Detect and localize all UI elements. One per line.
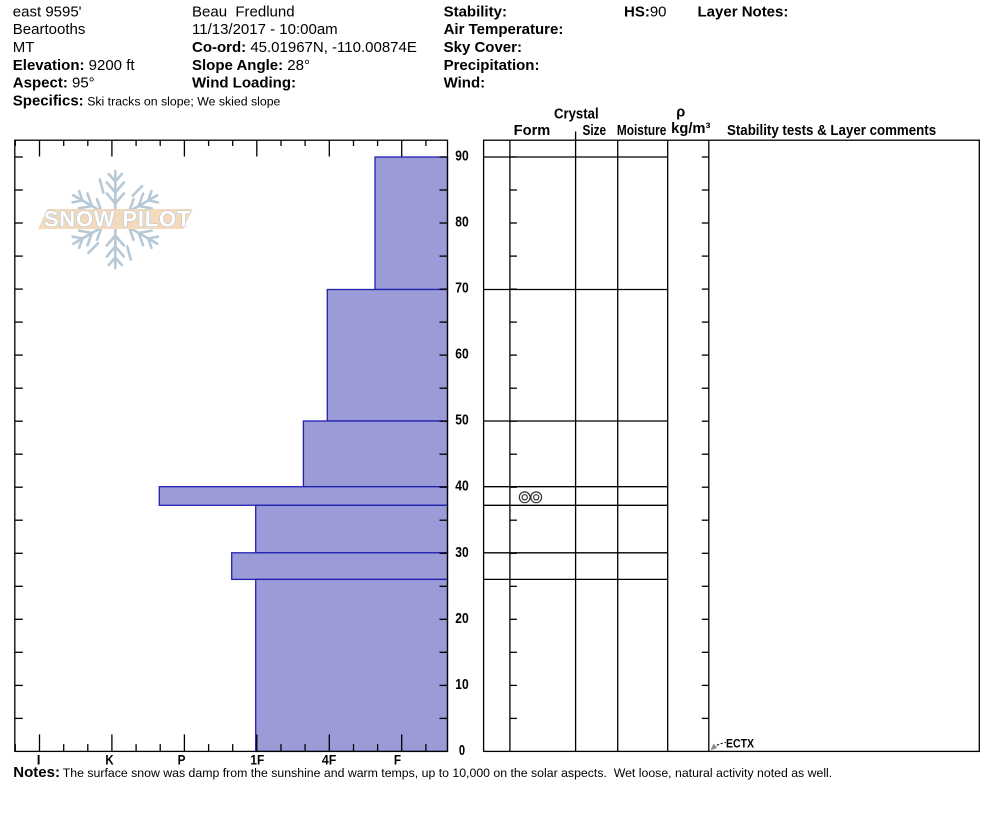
svg-text:Layer Notes:: Layer Notes: (698, 3, 789, 20)
svg-text:Elevation: 9200 ft: Elevation: 9200 ft (13, 57, 136, 74)
svg-text:Slope Angle: 28°: Slope Angle: 28° (192, 57, 310, 74)
svg-text:Stability tests & Layer commen: Stability tests & Layer comments (727, 123, 936, 139)
svg-text:Precipitation:: Precipitation: (444, 57, 540, 74)
svg-text:30: 30 (455, 545, 468, 561)
svg-text:kg/m³: kg/m³ (671, 121, 710, 137)
svg-text:Stability:: Stability: (444, 3, 507, 20)
svg-text:10: 10 (455, 677, 468, 693)
svg-text:50: 50 (455, 413, 468, 429)
svg-text:4F: 4F (322, 752, 337, 768)
svg-text:Ski tracks on slope; We skied: Ski tracks on slope; We skied slope (87, 94, 280, 108)
svg-text:MT: MT (13, 39, 35, 56)
svg-text:0: 0 (459, 743, 465, 759)
svg-text:Aspect: 95°: Aspect: 95° (13, 75, 95, 92)
svg-text:40: 40 (455, 479, 468, 495)
svg-text:Specifics:: Specifics: (13, 92, 84, 109)
svg-text:The surface snow was damp from: The surface snow was damp from the sunsh… (63, 766, 832, 780)
svg-text:Wind:: Wind: (444, 75, 486, 92)
svg-text:Crystal: Crystal (554, 106, 599, 122)
svg-text:I: I (37, 752, 41, 768)
svg-text:Size: Size (583, 123, 607, 139)
svg-text:Moisture: Moisture (617, 123, 666, 139)
svg-text:80: 80 (455, 215, 468, 231)
svg-text:east 9595': east 9595' (13, 3, 82, 20)
svg-text:P: P (178, 752, 186, 768)
svg-text:F: F (394, 752, 402, 768)
svg-text:Air Temperature:: Air Temperature: (444, 21, 564, 38)
svg-text:HS:90: HS:90 (624, 3, 667, 20)
svg-text:ECTX: ECTX (726, 737, 755, 751)
svg-text:70: 70 (455, 281, 468, 297)
svg-text:ρ: ρ (676, 105, 685, 121)
svg-text:Beau Fredlund: Beau Fredlund (192, 3, 295, 20)
svg-text:11/13/2017 - 10:00am: 11/13/2017 - 10:00am (192, 21, 338, 38)
svg-text:20: 20 (455, 611, 468, 627)
svg-text:SNOW PILOT: SNOW PILOT (44, 207, 191, 232)
svg-text:Form: Form (514, 123, 551, 139)
svg-text:Sky Cover:: Sky Cover: (444, 39, 522, 56)
svg-text:K: K (105, 752, 113, 768)
svg-text:60: 60 (455, 347, 468, 363)
svg-text:Wind Loading:: Wind Loading: (192, 75, 296, 92)
svg-text:90: 90 (455, 149, 468, 165)
svg-text:1F: 1F (250, 752, 264, 768)
svg-text:Co-ord: 45.01967N, -110.00874E: Co-ord: 45.01967N, -110.00874E (192, 39, 417, 56)
svg-text:Beartooths: Beartooths (13, 21, 86, 38)
svg-text:Notes:: Notes: (13, 764, 60, 781)
